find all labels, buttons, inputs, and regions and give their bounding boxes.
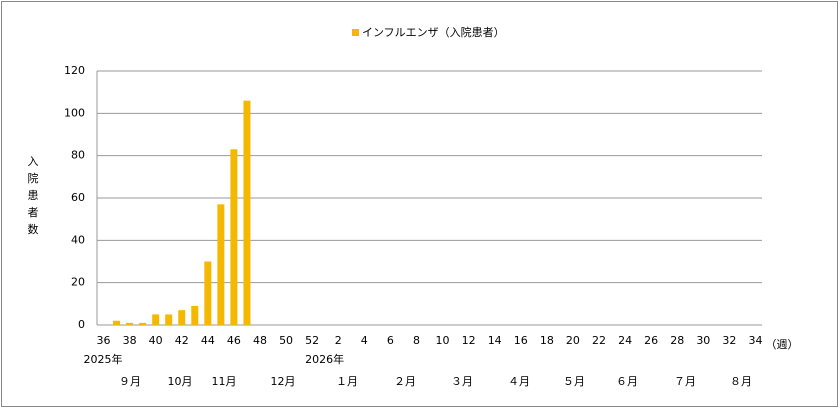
x-tick-label: 10 — [436, 334, 450, 347]
x-tick-label: 34 — [748, 334, 762, 347]
bar — [126, 322, 134, 325]
x-tick-label: 18 — [540, 334, 554, 347]
x-tick-label: 22 — [592, 334, 606, 347]
x-tick-label: 50 — [279, 334, 293, 347]
y-tick-label: 100 — [64, 106, 85, 119]
y-tick-label: 80 — [71, 149, 85, 162]
month-label: １月 — [336, 375, 358, 388]
bar — [230, 149, 238, 325]
x-tick-label: 48 — [253, 334, 267, 347]
month-label: 11月 — [212, 375, 237, 388]
x-tick-label: 46 — [227, 334, 241, 347]
y-axis-label: 入院患者数 — [28, 155, 39, 236]
x-tick-label: 38 — [123, 334, 137, 347]
x-tick-label: 2 — [335, 334, 342, 347]
x-tick-label: 42 — [175, 334, 189, 347]
bar — [152, 314, 160, 325]
legend-key — [352, 29, 359, 36]
x-tick-label: 26 — [644, 334, 658, 347]
y-tick-label: 20 — [71, 276, 85, 289]
month-label: ９月 — [119, 375, 141, 388]
x-tick-label: 20 — [566, 334, 580, 347]
y-tick-label: 60 — [71, 191, 85, 204]
bar — [243, 100, 251, 325]
month-label: ３月 — [451, 375, 473, 388]
bar — [139, 322, 147, 325]
bar — [204, 261, 212, 325]
y-tick-label: 120 — [64, 64, 85, 77]
month-label: ２月 — [394, 375, 416, 388]
x-tick-label: 40 — [149, 334, 163, 347]
bar — [113, 320, 121, 325]
month-label: ８月 — [730, 375, 752, 388]
month-label: 10月 — [168, 375, 193, 388]
month-label: ６月 — [616, 375, 638, 388]
x-tick-label: 24 — [618, 334, 632, 347]
month-label: ７月 — [674, 375, 696, 388]
x-tick-label: 36 — [97, 334, 111, 347]
x-unit-label: （週） — [766, 338, 799, 351]
x-tick-label: 6 — [387, 334, 394, 347]
x-tick-label: 30 — [696, 334, 710, 347]
x-tick-label: 8 — [413, 334, 420, 347]
x-tick-label: 28 — [670, 334, 684, 347]
x-tick-label: 52 — [305, 334, 319, 347]
x-tick-label: 4 — [361, 334, 368, 347]
month-label: ４月 — [508, 375, 530, 388]
year-label: 2025年 — [84, 352, 123, 366]
bar — [165, 314, 173, 325]
bar — [178, 310, 186, 325]
y-tick-label: 0 — [78, 318, 85, 331]
x-tick-label: 14 — [488, 334, 502, 347]
month-label: 12月 — [271, 375, 296, 388]
x-tick-label: 44 — [201, 334, 215, 347]
bar — [217, 204, 225, 325]
legend-label: インフルエンザ（入院患者） — [362, 25, 505, 39]
year-label: 2026年 — [305, 352, 344, 366]
month-label: ５月 — [563, 375, 585, 388]
x-tick-label: 16 — [514, 334, 528, 347]
y-tick-label: 40 — [71, 233, 85, 246]
x-tick-label: 12 — [462, 334, 476, 347]
x-tick-label: 32 — [722, 334, 736, 347]
bar — [191, 305, 199, 325]
